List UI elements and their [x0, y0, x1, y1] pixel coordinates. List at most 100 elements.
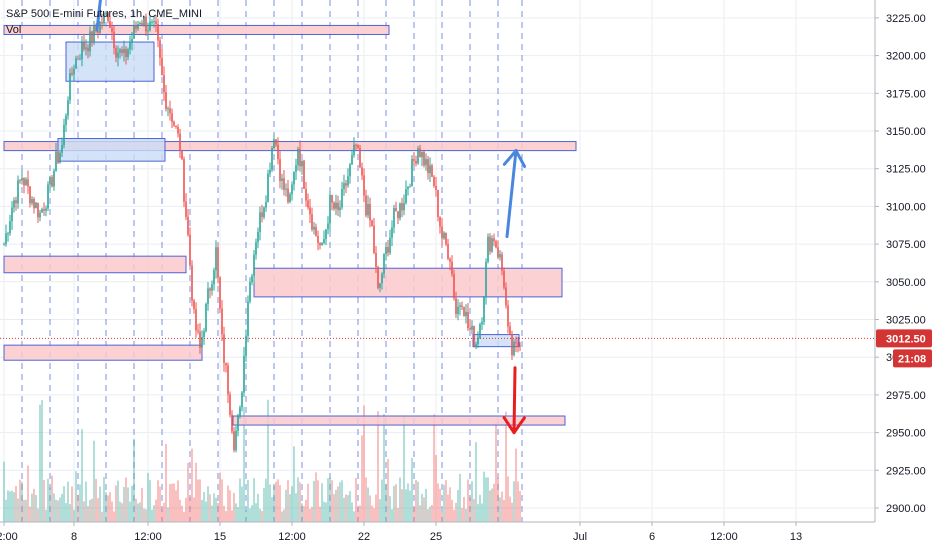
candle-body [421, 151, 423, 158]
candle-body [7, 233, 9, 235]
candle [207, 282, 209, 311]
candle-body [247, 301, 249, 336]
volume-bar [27, 465, 29, 522]
volume-bar [5, 499, 7, 522]
volume-bar [517, 481, 519, 522]
pink-zone-rectangle[interactable] [3, 255, 187, 274]
candle [3, 242, 5, 246]
candle [275, 139, 277, 148]
volume-bar [269, 484, 271, 522]
blue-zone-rectangle[interactable] [57, 138, 166, 162]
candle [79, 54, 81, 61]
volume-bar [171, 483, 173, 522]
volume-bar [185, 497, 187, 522]
drawn-arrows[interactable] [92, 0, 527, 435]
blue-arrow[interactable] [502, 149, 527, 239]
candle [297, 146, 299, 171]
volume-bar [149, 480, 151, 522]
candle-body [199, 331, 201, 348]
volume-bar [81, 429, 83, 522]
candle [271, 146, 273, 172]
candle [11, 201, 13, 230]
candle-body [89, 31, 91, 52]
candle [249, 277, 251, 304]
blue-zone-rectangle[interactable] [472, 334, 520, 348]
volume-bar [365, 477, 367, 522]
volume-bar [77, 494, 79, 522]
pink-zone-rectangle[interactable] [3, 24, 390, 35]
pink-zone-rectangle[interactable] [253, 267, 563, 298]
candle [487, 233, 489, 264]
blue-zone-rectangle[interactable] [65, 41, 155, 82]
candle [87, 43, 89, 59]
volume-bar [245, 509, 247, 522]
candle-body [481, 321, 483, 325]
volume-bar [311, 506, 313, 522]
candle-body [437, 190, 439, 217]
candle-body [183, 159, 185, 202]
candle [133, 20, 135, 40]
volume-bar [423, 497, 425, 522]
candle-body [341, 188, 343, 208]
vertical-dashed-lines [21, 0, 523, 522]
x-axis-panel[interactable] [0, 522, 932, 550]
candle-body [5, 233, 7, 245]
y-tick-label: 2925.00 [886, 465, 926, 477]
arrow-shaft [512, 366, 517, 435]
volume-bar [137, 503, 139, 522]
candle-body [215, 247, 217, 271]
red-arrow[interactable] [502, 366, 526, 435]
candle-body [415, 160, 417, 164]
volume-bar [69, 504, 71, 522]
blue-arrow[interactable] [92, 0, 112, 32]
volume-bar [425, 488, 427, 522]
candle-body [347, 176, 349, 186]
candle-body [239, 407, 241, 417]
y-axis-panel[interactable] [875, 0, 932, 522]
x-tick-label: 6 [649, 531, 655, 543]
candle [193, 298, 195, 314]
volume-bar [207, 486, 209, 522]
x-tick-label: 12:00 [278, 531, 306, 543]
volume-bar [383, 413, 385, 522]
volume-bar [203, 492, 205, 522]
candle-body [367, 203, 369, 216]
volume-bar [389, 496, 391, 522]
candle-body [343, 183, 345, 189]
volume-bar [237, 507, 239, 522]
volume-indicator-label[interactable]: Vol [6, 24, 22, 36]
drawn-zones[interactable] [3, 0, 577, 426]
candle [75, 55, 77, 69]
candle [327, 216, 329, 235]
candle [159, 36, 161, 66]
candle [445, 232, 447, 247]
volume-bar [73, 509, 75, 522]
candle-body [171, 113, 173, 122]
pink-zone-rectangle[interactable] [3, 141, 577, 152]
arrow-head [502, 149, 518, 166]
volume-bar [93, 440, 95, 522]
volume-bar [279, 485, 281, 522]
volume-bar [481, 503, 483, 522]
candle-body [291, 184, 293, 195]
volume-bar [7, 490, 9, 522]
volume-bar [373, 508, 375, 522]
candle [111, 21, 113, 41]
candle [55, 143, 57, 172]
candle [243, 346, 245, 397]
candle-body [203, 331, 205, 338]
volume-bar [277, 479, 279, 522]
candle [31, 196, 33, 206]
pink-zone-rectangle[interactable] [232, 415, 566, 426]
symbol-title[interactable]: S&P 500 E-mini Futures, 1h, CME_MINI [6, 8, 203, 20]
candle-body [59, 152, 61, 163]
candle [181, 149, 183, 161]
candle-body [377, 266, 379, 288]
candle-body [333, 202, 335, 209]
candle-body [163, 75, 165, 93]
volume-bar [347, 495, 349, 522]
x-tick-label: 25 [430, 531, 442, 543]
pink-zone-rectangle[interactable] [3, 344, 203, 361]
candle-body [409, 186, 411, 188]
